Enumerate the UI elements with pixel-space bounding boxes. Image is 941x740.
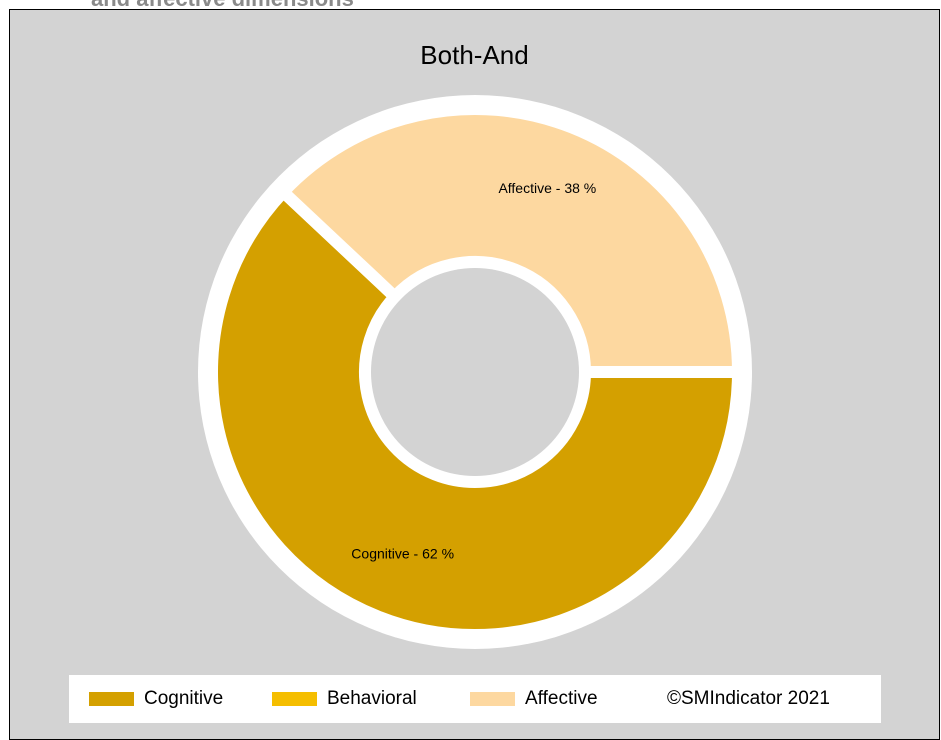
legend-swatch-cognitive: [89, 692, 134, 706]
chart-area: Both-And Cognitive - 62 % Affective - 38 …: [9, 9, 940, 740]
donut-hole: [371, 268, 579, 476]
legend-label-cognitive: Cognitive: [144, 688, 224, 709]
donut-slice-cognitive: [206, 183, 745, 641]
slice-label-affective: Affective - 38 %: [498, 180, 596, 196]
copyright-text: ©SMIndicator 2021: [667, 688, 830, 709]
donut-slice-affective: [274, 103, 745, 378]
legend-label-affective: Affective: [525, 688, 598, 709]
legend-swatch-affective: [470, 692, 515, 706]
legend-item-affective: Affective: [470, 675, 598, 723]
chart-title: Both-And: [420, 40, 529, 70]
legend-item-cognitive: Cognitive: [89, 675, 223, 723]
page-heading: and affective dimensions: [91, 0, 354, 12]
legend: Cognitive Behavioral Affective ©SMIndica…: [69, 675, 881, 723]
slice-label-cognitive: Cognitive - 62 %: [351, 545, 454, 561]
legend-item-behavioral: Behavioral: [272, 675, 417, 723]
legend-label-behavioral: Behavioral: [327, 688, 417, 709]
legend-swatch-behavioral: [272, 692, 317, 706]
donut-chart: Cognitive - 62 % Affective - 38 %: [198, 95, 752, 649]
